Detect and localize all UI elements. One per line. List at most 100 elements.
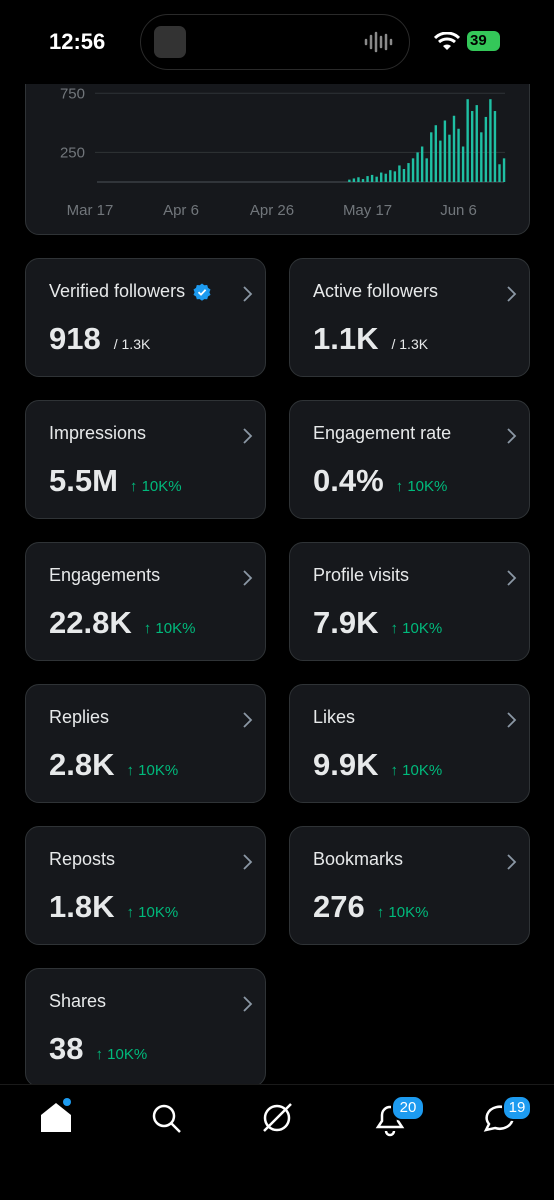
stat-value: 2.8K — [49, 747, 115, 782]
chevron-wrap — [505, 285, 517, 308]
status-bar: 12:56 39 — [0, 0, 554, 84]
x-tick-label: Apr 6 — [163, 202, 199, 219]
bar — [374, 176, 378, 182]
stat-row: 5.5M ↑ 10K% — [49, 463, 182, 499]
chevron-wrap — [241, 853, 253, 876]
stat-label: Replies — [49, 707, 109, 728]
stat-card[interactable]: Replies 2.8K ↑ 10K% — [25, 684, 266, 803]
stat-label: Engagement rate — [313, 423, 451, 444]
bar — [456, 128, 460, 182]
bar — [361, 178, 364, 182]
stat-card[interactable]: Reposts 1.8K ↑ 10K% — [25, 826, 266, 945]
bar — [447, 134, 451, 182]
stat-row: 0.4% ↑ 10K% — [313, 463, 447, 499]
bar — [347, 179, 351, 182]
bar — [415, 151, 419, 182]
stat-label: Impressions — [49, 423, 146, 444]
stat-row: 7.9K ↑ 10K% — [313, 605, 442, 641]
stat-change: ↑ 10K% — [95, 1046, 148, 1063]
stat-label-text: Likes — [313, 707, 356, 727]
bar — [438, 140, 442, 182]
stat-value: 22.8K — [49, 605, 132, 640]
bar — [497, 163, 501, 182]
bar — [352, 177, 355, 182]
x-tick-label: Apr 26 — [249, 202, 293, 219]
search-tab[interactable] — [152, 1104, 181, 1133]
stat-row: 22.8K ↑ 10K% — [49, 605, 195, 641]
bar — [406, 162, 410, 182]
tab-icons — [41, 1098, 514, 1137]
stat-change: ↑ 10K% — [129, 478, 182, 495]
album-art — [154, 26, 186, 58]
messages-badge: 19 — [502, 1095, 532, 1121]
stat-label-text: Engagements — [49, 565, 161, 585]
stat-value: 9.9K — [313, 747, 379, 782]
bar — [411, 157, 414, 182]
bar — [388, 169, 391, 182]
stat-change: ↑ 10K% — [390, 762, 443, 779]
stat-change: ↑ 10K% — [376, 904, 429, 921]
bar — [365, 175, 369, 182]
stat-label-text: Verified followers — [49, 281, 186, 301]
stat-change: ↑ 10K% — [390, 620, 443, 637]
battery: 39 — [467, 31, 500, 51]
grok-tab[interactable] — [263, 1103, 292, 1132]
stat-card[interactable]: Shares 38 ↑ 10K% — [25, 968, 266, 1087]
bar — [484, 116, 487, 182]
stat-label-text: Reposts — [49, 849, 116, 869]
stat-value: 7.9K — [313, 605, 379, 640]
stat-total: / 1.3K — [391, 336, 429, 352]
waveform-icon — [364, 31, 393, 53]
bar — [465, 98, 469, 182]
x-tick-label: Mar 17 — [66, 202, 113, 219]
chevron — [507, 570, 517, 586]
tab-bar: 20 19 — [0, 1084, 554, 1200]
chevron-wrap — [241, 995, 253, 1018]
bar — [393, 170, 396, 182]
stat-card[interactable]: Active followers 1.1K / 1.3K — [289, 258, 530, 377]
chevron-wrap — [505, 853, 517, 876]
stat-card[interactable]: Bookmarks 276 ↑ 10K% — [289, 826, 530, 945]
stat-label: Profile visits — [313, 565, 409, 586]
dynamic-island — [140, 14, 410, 70]
chevron-wrap — [505, 711, 517, 734]
stat-card[interactable]: Impressions 5.5M ↑ 10K% — [25, 400, 266, 519]
chevron — [507, 712, 517, 728]
stat-row: 38 ↑ 10K% — [49, 1031, 147, 1067]
notifications-badge: 20 — [391, 1095, 425, 1121]
chevron — [243, 286, 253, 302]
bar — [452, 115, 455, 182]
stat-card[interactable]: Likes 9.9K ↑ 10K% — [289, 684, 530, 803]
stat-row: 1.1K / 1.3K — [313, 321, 428, 357]
stat-card[interactable]: Profile visits 7.9K ↑ 10K% — [289, 542, 530, 661]
chevron — [243, 428, 253, 444]
bar — [443, 119, 446, 182]
bar — [475, 104, 478, 182]
bar — [370, 174, 373, 182]
stat-value: 1.1K — [313, 321, 379, 356]
chevron-wrap — [241, 569, 253, 592]
stat-label: Verified followers — [49, 281, 211, 302]
stat-row: 276 ↑ 10K% — [313, 889, 428, 925]
bar — [379, 172, 382, 182]
stat-label-text: Shares — [49, 991, 107, 1011]
home-tab[interactable] — [41, 1098, 71, 1132]
stat-value: 1.8K — [49, 889, 115, 924]
stat-label-text: Profile visits — [313, 565, 410, 585]
stat-label: Engagements — [49, 565, 160, 586]
chevron — [243, 996, 253, 1012]
stat-card[interactable]: Engagements 22.8K ↑ 10K% — [25, 542, 266, 661]
bar — [397, 164, 401, 182]
stat-card[interactable]: Engagement rate 0.4% ↑ 10K% — [289, 400, 530, 519]
chevron — [243, 712, 253, 728]
stat-label-text: Replies — [49, 707, 110, 727]
stat-label-text: Active followers — [313, 281, 439, 301]
verified-badge — [193, 283, 211, 301]
stat-value: 38 — [49, 1031, 84, 1066]
y-tick-label: 750 — [59, 85, 84, 102]
stat-card[interactable]: Verified followers 918 / 1.3K — [25, 258, 266, 377]
bar — [461, 146, 464, 182]
chevron-wrap — [241, 427, 253, 450]
bar — [356, 176, 360, 182]
